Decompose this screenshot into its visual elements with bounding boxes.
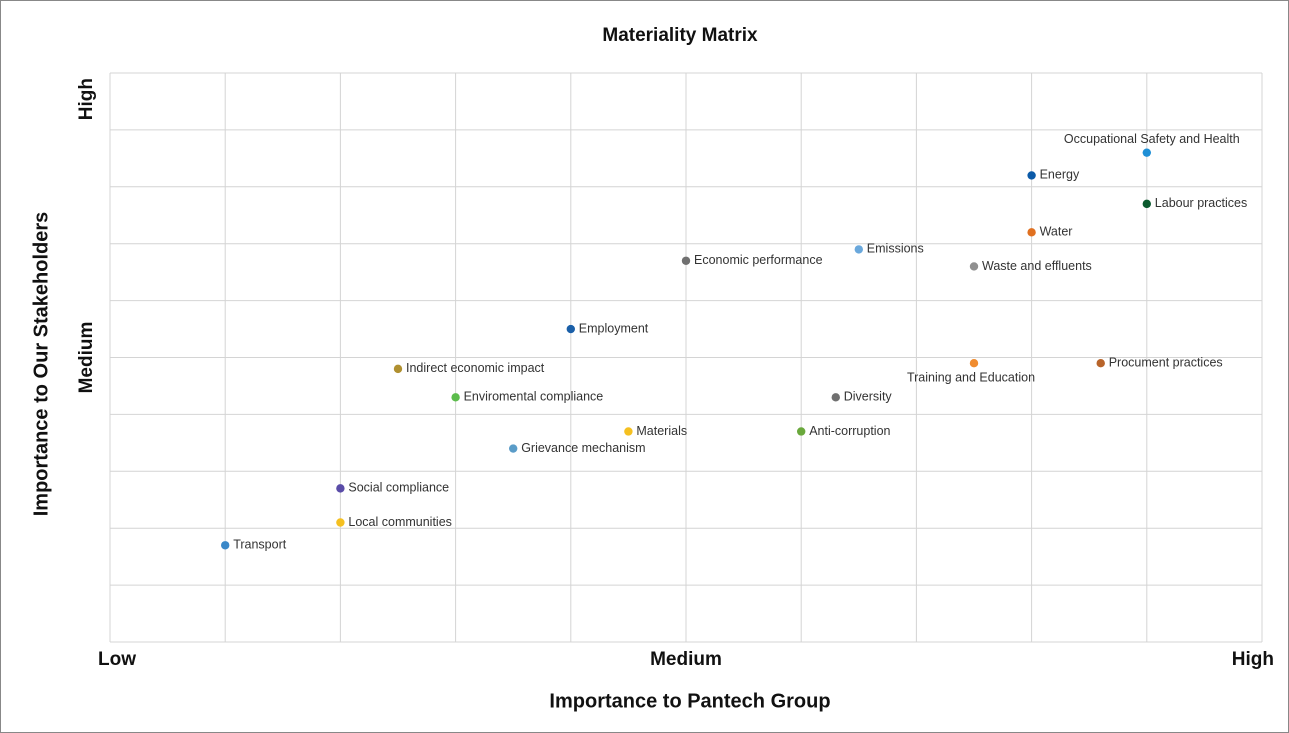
point-label: Materials [636,424,687,438]
x-tick-label: Low [98,649,136,670]
point-label: Waste and effluents [982,259,1092,273]
point [1142,148,1152,157]
point [624,427,633,436]
point [1142,199,1152,209]
point [1096,358,1105,368]
x-tick-label: Medium [650,649,722,670]
point-label: Economic performance [694,253,823,267]
y-tick-label: High [76,78,97,120]
point-label: Occupational Safety and Health [1064,132,1240,146]
x-tick-label: High [1232,649,1274,670]
point [336,484,345,493]
point-label: Procument practices [1109,355,1223,369]
point-label: Local communities [348,515,452,529]
point [451,393,460,402]
point [1027,171,1036,180]
point-label: Emissions [867,242,924,256]
point [393,364,403,374]
point-label: Grievance mechanism [521,441,645,455]
point [854,245,863,254]
y-axis-title: Importance to Our Stakeholders [30,212,52,517]
chart-title: Materiality Matrix [602,25,758,46]
point [566,324,575,334]
point-label: Water [1040,225,1073,239]
point [797,427,806,436]
point-label: Anti-corruption [809,424,890,438]
point [681,256,691,265]
point [831,393,840,402]
y-tick-label: Medium [76,322,97,394]
x-axis-title: Importance to Pantech Group [549,690,830,712]
point [969,358,979,368]
point-label: Training and Education [907,370,1035,384]
point-label: Indirect economic impact [406,361,545,375]
point [221,541,230,550]
point-label: Labour practices [1155,196,1247,210]
point-label: Diversity [844,390,893,404]
point [969,262,979,271]
point [509,444,518,453]
point [1027,228,1036,237]
point-label: Transport [233,538,287,552]
point [336,518,345,527]
point-label: Employment [579,321,649,335]
point-label: Enviromental compliance [464,390,604,404]
point-label: Social compliance [348,481,449,495]
point-label: Energy [1040,168,1080,182]
